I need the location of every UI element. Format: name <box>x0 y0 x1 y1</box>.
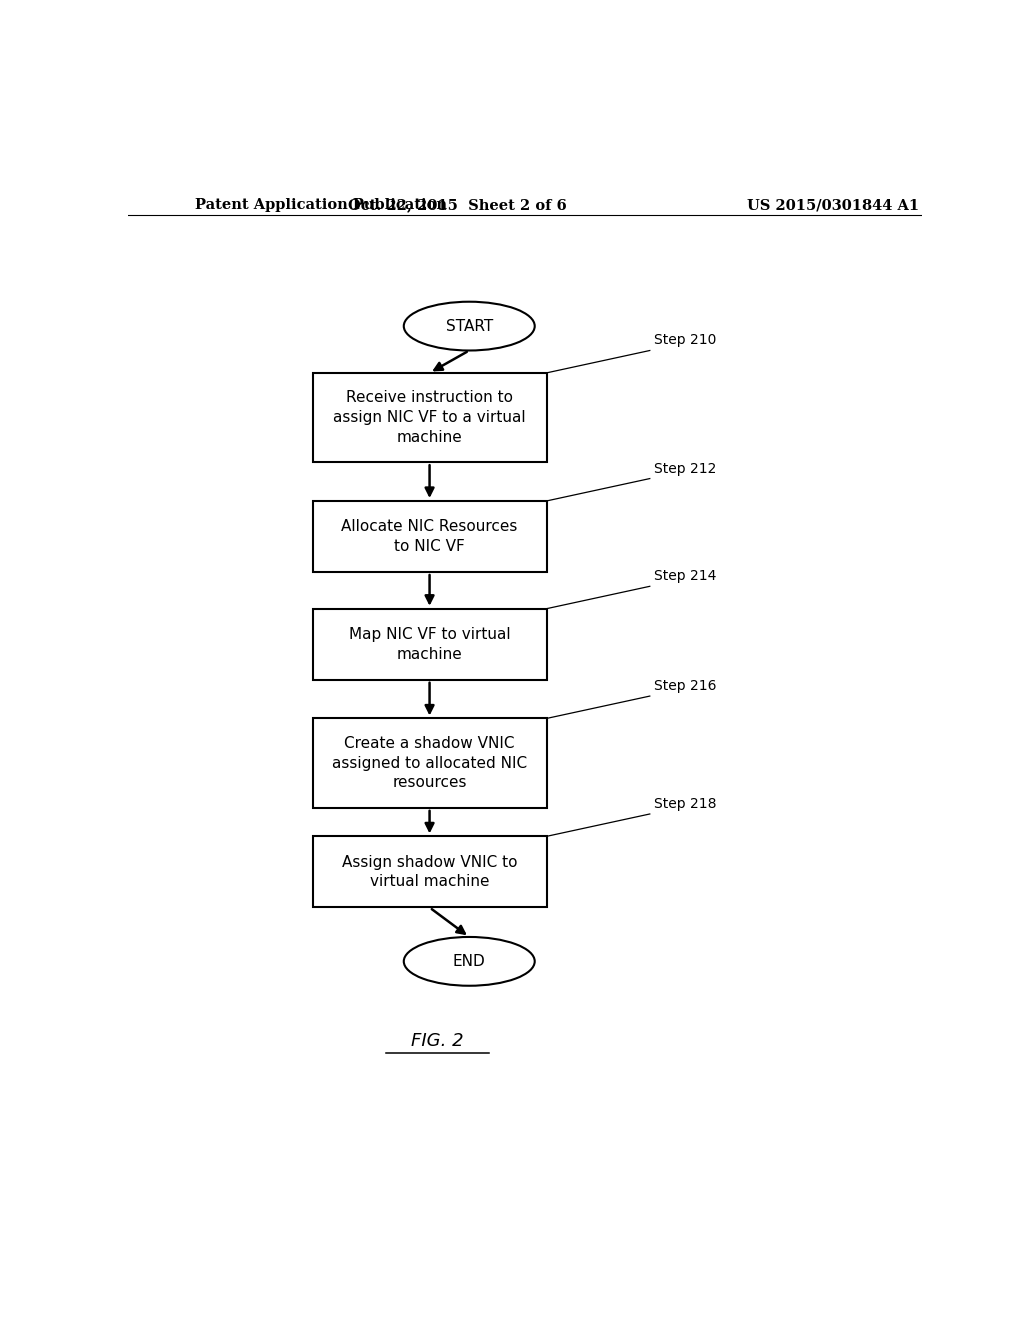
Text: Step 214: Step 214 <box>653 569 716 583</box>
Text: Map NIC VF to virtual
machine: Map NIC VF to virtual machine <box>349 627 510 661</box>
Text: Oct. 22, 2015  Sheet 2 of 6: Oct. 22, 2015 Sheet 2 of 6 <box>348 198 566 213</box>
Text: Step 218: Step 218 <box>653 797 716 810</box>
Text: Step 212: Step 212 <box>653 462 716 475</box>
Text: Allocate NIC Resources
to NIC VF: Allocate NIC Resources to NIC VF <box>341 519 518 554</box>
Text: Patent Application Publication: Patent Application Publication <box>196 198 447 213</box>
Text: END: END <box>453 954 485 969</box>
Text: Step 216: Step 216 <box>653 678 716 693</box>
Text: Step 210: Step 210 <box>653 334 716 347</box>
Text: Create a shadow VNIC
assigned to allocated NIC
resources: Create a shadow VNIC assigned to allocat… <box>332 735 527 791</box>
Text: Assign shadow VNIC to
virtual machine: Assign shadow VNIC to virtual machine <box>342 854 517 890</box>
Text: START: START <box>445 318 493 334</box>
Text: FIG. 2: FIG. 2 <box>412 1032 464 1049</box>
Text: US 2015/0301844 A1: US 2015/0301844 A1 <box>748 198 920 213</box>
Text: Receive instruction to
assign NIC VF to a virtual
machine: Receive instruction to assign NIC VF to … <box>333 391 526 445</box>
